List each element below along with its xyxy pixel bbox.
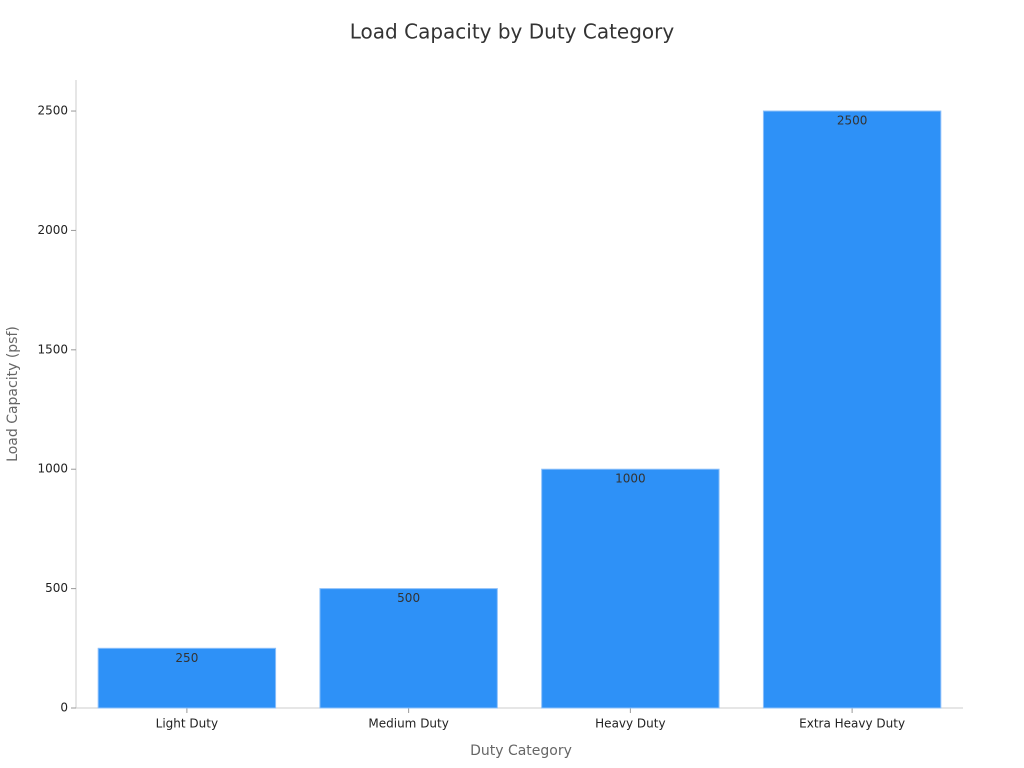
value-label: 500 (397, 591, 420, 605)
value-label: 1000 (615, 472, 646, 486)
chart-title: Load Capacity by Duty Category (350, 20, 675, 44)
bar (319, 588, 498, 709)
x-tick-label: Extra Heavy Duty (799, 717, 905, 731)
y-tick-label: 2000 (37, 223, 68, 237)
bar (541, 468, 720, 709)
y-tick-label: 1500 (37, 342, 68, 356)
x-axis-label: Duty Category (470, 743, 572, 759)
value-label: 250 (175, 651, 198, 665)
y-tick-label: 500 (45, 581, 68, 595)
y-tick-label: 0 (60, 701, 68, 715)
bar (97, 647, 277, 709)
bar (762, 110, 942, 709)
y-tick-label: 2500 (37, 104, 68, 118)
y-tick-label: 1000 (37, 462, 68, 476)
x-tick-label: Light Duty (156, 717, 218, 731)
y-axis-label: Load Capacity (psf) (5, 326, 21, 462)
x-tick-label: Heavy Duty (595, 717, 665, 731)
x-tick-label: Medium Duty (368, 717, 448, 731)
value-label: 2500 (837, 114, 868, 128)
